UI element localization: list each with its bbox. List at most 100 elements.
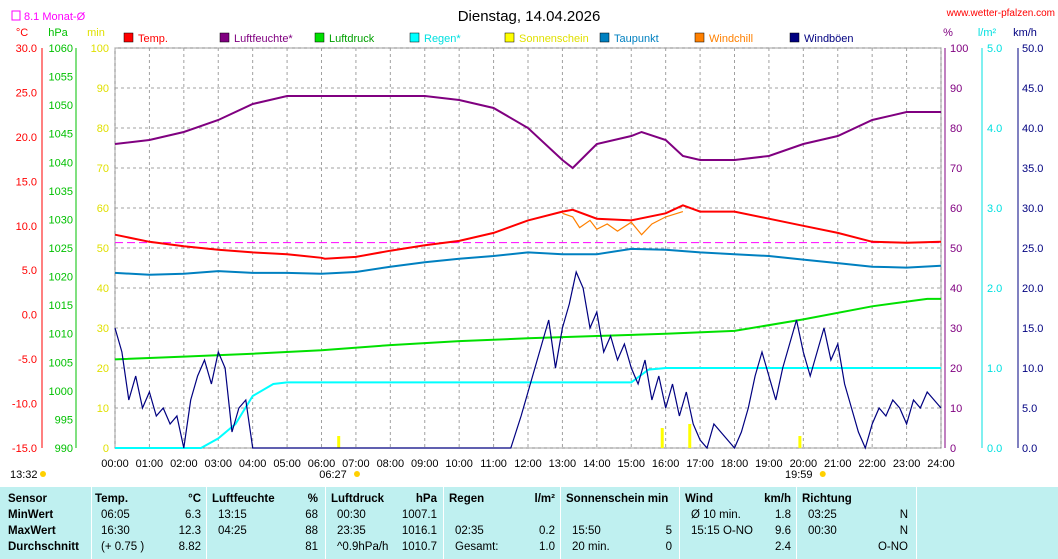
legend-swatch <box>789 32 800 43</box>
table-cell-time: Ø 10 min. <box>691 509 741 521</box>
axis-tick-wind: 30.0 <box>1022 203 1043 215</box>
x-tick-label: 04:00 <box>239 458 267 470</box>
table-cell-time: 06:05 <box>101 509 130 521</box>
axis-tick-rain: 1.0 <box>987 363 1002 375</box>
table-header: Sensor <box>8 493 47 505</box>
x-tick-label: 02:00 <box>170 458 198 470</box>
axis-tick-minutes: 70 <box>97 163 109 175</box>
monthly-avg-label: 8.1 Monat-Ø <box>24 11 86 23</box>
legend-swatch <box>504 32 515 43</box>
series-line-taupunkt <box>114 247 942 276</box>
x-tick-label: 14:00 <box>583 458 611 470</box>
axis-tick-humidity: 70 <box>950 163 962 175</box>
table-cell-value: 0.2 <box>539 525 555 537</box>
x-tick-label: 10:00 <box>445 458 473 470</box>
axis-tick-minutes: 20 <box>97 363 109 375</box>
table-cell-time: 02:35 <box>455 525 484 537</box>
axis-unit-rain: l/m² <box>978 27 997 39</box>
table-cell-value: 2.4 <box>775 541 791 553</box>
table-header: Sonnenschein min <box>566 493 669 505</box>
axis-tick-minutes: 50 <box>97 243 109 255</box>
axis-tick-minutes: 60 <box>97 203 109 215</box>
table-header: Luftdruck <box>331 493 385 505</box>
legend-label: Windchill <box>709 33 753 45</box>
table-cell-value: O-NO <box>877 541 908 553</box>
axis-tick-temp: 10.0 <box>16 221 37 233</box>
stats-table: Sensor MinWert MaxWert Durchschnitt Temp. °C 0… <box>0 487 1058 559</box>
axis-tick-humidity: 100 <box>950 43 968 55</box>
sunrise-time: 06:27 <box>319 469 347 481</box>
axis-tick-pressure: 1045 <box>49 129 73 141</box>
axis-tick-pressure: 1035 <box>49 186 73 198</box>
table-header-unit: °C <box>188 493 201 505</box>
x-tick-label: 01:00 <box>136 458 164 470</box>
table-header-unit: km/h <box>764 493 791 505</box>
axis-tick-wind: 0.0 <box>1022 443 1037 455</box>
legend-label: Luftfeuchte* <box>234 33 293 45</box>
axis-tick-wind: 10.0 <box>1022 363 1043 375</box>
axis-tick-temp: 30.0 <box>16 43 37 55</box>
table-cell-value: 1.0 <box>539 541 555 553</box>
table-cell-value: N <box>899 525 908 537</box>
axis-tick-minutes: 90 <box>97 83 109 95</box>
x-tick-label: 16:00 <box>652 458 680 470</box>
axis-tick-wind: 5.0 <box>1022 403 1037 415</box>
table-header-unit: hPa <box>415 493 437 505</box>
table-cell-time: 16:30 <box>101 525 130 537</box>
table-cell-value: 9.6 <box>775 525 791 537</box>
axis-tick-humidity: 30 <box>950 323 962 335</box>
axis-tick-humidity: 50 <box>950 243 962 255</box>
axis-tick-temp: -15.0 <box>12 443 37 455</box>
series-line-temp <box>114 204 942 260</box>
x-tick-label: 18:00 <box>721 458 749 470</box>
table-cell-time: 23:35 <box>337 525 366 537</box>
table-row-label: MaxWert <box>8 525 56 537</box>
axis-tick-minutes: 100 <box>91 43 109 55</box>
table-cell-time: 04:25 <box>218 525 247 537</box>
table-header: Wind <box>685 493 713 505</box>
axis-tick-wind: 50.0 <box>1022 43 1043 55</box>
sunshine-bar <box>798 436 802 448</box>
table-cell-time: 13:15 <box>218 509 247 521</box>
table-divider <box>91 487 92 559</box>
axis-tick-temp: 25.0 <box>16 87 37 99</box>
table-divider <box>679 487 680 559</box>
sunshine-bar <box>337 436 341 448</box>
legend-label: Taupunkt <box>614 33 659 45</box>
table-cell-time: 00:30 <box>337 509 366 521</box>
series-line-windchill <box>562 211 684 236</box>
table-divider <box>206 487 207 559</box>
table-cell-value: 81 <box>305 541 318 553</box>
chart-title: Dienstag, 14.04.2026 <box>458 8 601 25</box>
x-tick-label: 17:00 <box>686 458 714 470</box>
axis-tick-rain: 3.0 <box>987 203 1002 215</box>
axis-tick-wind: 35.0 <box>1022 163 1043 175</box>
axis-tick-minutes: 10 <box>97 403 109 415</box>
sunshine-bar <box>688 424 692 448</box>
table-header-unit: % <box>307 493 318 505</box>
table-cell-value: 1007.1 <box>401 509 437 521</box>
site-link[interactable]: www.wetter-pfalzen.com <box>946 8 1055 19</box>
legend-swatch <box>409 32 420 43</box>
axis-tick-pressure: 1005 <box>49 357 73 369</box>
x-tick-label: 22:00 <box>858 458 886 470</box>
axis-tick-temp: 5.0 <box>22 265 37 277</box>
axis-tick-wind: 20.0 <box>1022 283 1043 295</box>
table-cell-value: 6.3 <box>185 509 201 521</box>
table-cell-time: 15:50 <box>572 525 601 537</box>
axis-tick-pressure: 1055 <box>49 72 73 84</box>
x-tick-label: 21:00 <box>824 458 852 470</box>
axis-tick-temp: 15.0 <box>16 176 37 188</box>
table-divider <box>560 487 561 559</box>
sunrise-icon <box>353 471 360 477</box>
axis-tick-temp: -10.0 <box>12 399 37 411</box>
table-cell-value: 1016.1 <box>401 525 437 537</box>
axis-tick-humidity: 10 <box>950 403 962 415</box>
table-cell-time: ^0.9hPa/h <box>337 541 389 553</box>
axis-tick-pressure: 1000 <box>49 386 73 398</box>
axis-tick-pressure: 1025 <box>49 243 73 255</box>
axis-tick-rain: 4.0 <box>987 123 1002 135</box>
x-tick-label: 19:00 <box>755 458 783 470</box>
x-tick-label: 05:00 <box>273 458 301 470</box>
x-tick-label: 00:00 <box>101 458 129 470</box>
